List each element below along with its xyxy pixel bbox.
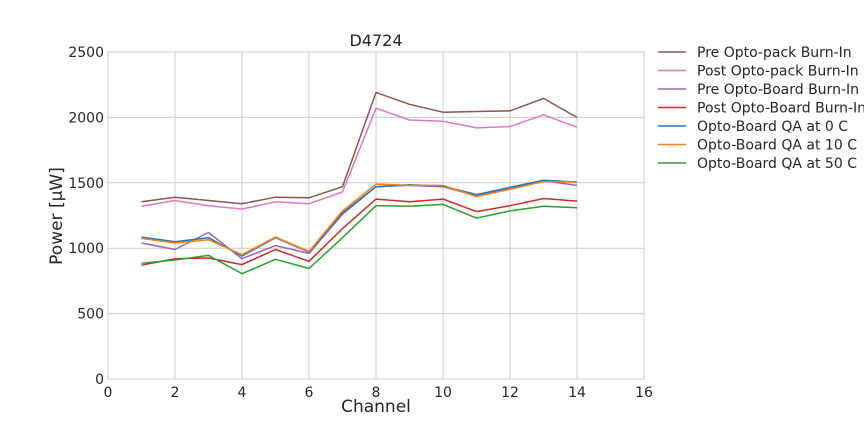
x-tick-label: 14 — [568, 385, 586, 401]
y-tick-label: 0 — [95, 372, 104, 388]
y-tick-label: 1000 — [68, 241, 104, 257]
x-tick-label: 8 — [372, 385, 381, 401]
legend: Pre Opto-pack Burn-In Post Opto-pack Burn… — [658, 45, 864, 172]
legend-label: Post Opto-pack Burn-In — [697, 64, 859, 80]
x-tick-label: 6 — [305, 385, 314, 401]
x-tick-label: 16 — [635, 385, 653, 401]
x-tick-label: 10 — [434, 385, 452, 401]
x-tick-label: 2 — [171, 385, 180, 401]
y-axis-title: Power [μW] — [47, 167, 67, 265]
series-line — [141, 91, 578, 205]
x-tick-label: 0 — [104, 385, 113, 401]
y-tick-label: 2000 — [68, 110, 104, 126]
y-tick-label: 2500 — [68, 45, 104, 61]
series-line — [141, 180, 578, 256]
series-line — [141, 203, 578, 275]
legend-label: Post Opto-Board Burn-In — [697, 101, 864, 117]
y-tick-label: 1500 — [68, 176, 104, 192]
axes: 0 2 4 6 8 10 12 14 16 0 500 1000 1500 2000 2500 — [68, 45, 653, 401]
series-line — [141, 107, 578, 210]
x-tick-label: 12 — [501, 385, 519, 401]
legend-label: Opto-Board QA at 50 C — [697, 156, 857, 172]
x-tick-label: 4 — [238, 385, 247, 401]
legend-label: Pre Opto-pack Burn-In — [697, 45, 852, 61]
legend-label: Opto-Board QA at 10 C — [697, 138, 857, 154]
series-line — [141, 179, 578, 257]
legend-label: Opto-Board QA at 0 C — [697, 119, 848, 135]
y-tick-label: 500 — [77, 307, 104, 323]
grid — [107, 51, 645, 380]
chart-title: D4724 — [349, 31, 402, 50]
legend-label: Pre Opto-Board Burn-In — [697, 82, 859, 98]
x-axis-title: Channel — [341, 397, 411, 417]
series-line — [141, 180, 578, 260]
series-lines — [141, 91, 578, 275]
